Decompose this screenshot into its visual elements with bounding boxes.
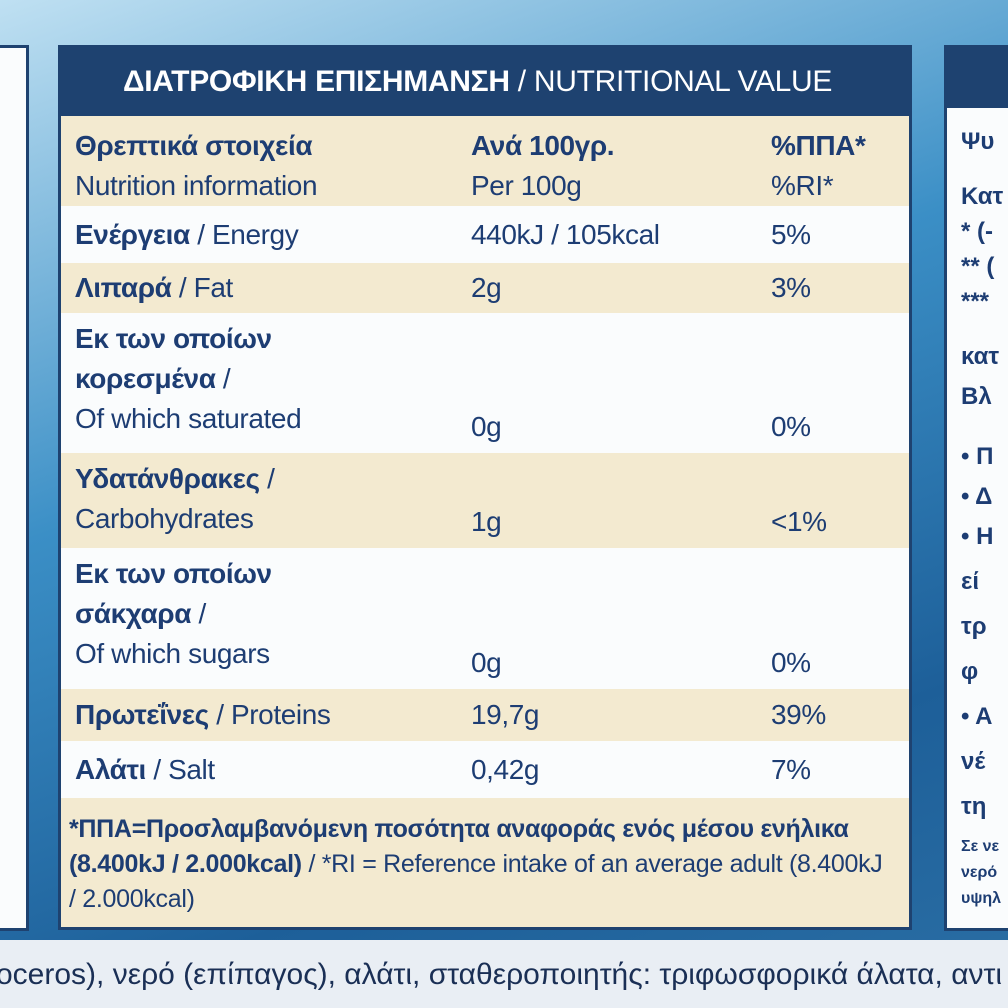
head-ri-greek: %ΠΠΑ*	[771, 130, 866, 161]
nutrient-greek: Λιπαρά	[75, 272, 172, 303]
head-per100-greek: Ανά 100γρ.	[471, 130, 615, 161]
per100-value: 1g	[471, 506, 502, 537]
ri-value: 0%	[771, 411, 811, 442]
ri-value: 5%	[771, 219, 811, 250]
footnote: *ΠΠΑ=Προσλαμβανόμενη ποσότητα αναφοράς ε…	[61, 798, 909, 927]
right-panel-line: Βλ	[961, 383, 992, 410]
table-row: Υδατάνθρακες / Carbohydrates 1g <1%	[61, 453, 909, 548]
right-panel-line: ** (	[961, 253, 995, 280]
nutrient-cell: Λιπαρά / Fat	[75, 263, 455, 313]
footnote-english: / *RI = Reference intake of an average a…	[69, 850, 883, 913]
nutrient-english: / Fat	[178, 272, 233, 303]
nutrient-english: Carbohydrates	[75, 503, 254, 534]
per100-value: 0,42g	[471, 754, 540, 785]
nutrient-english: / Salt	[153, 754, 215, 785]
header-english: / NUTRITIONAL VALUE	[517, 65, 833, 98]
header-greek: ΔΙΑΤΡΟΦΙΚΗ ΕΠΙΣΗΜΑΝΣΗ	[123, 65, 510, 98]
table-row: Αλάτι / Salt 0,42g 7%	[61, 741, 909, 798]
table-row: Ενέργεια / Energy 440kJ / 105kcal 5%	[61, 206, 909, 263]
right-panel-line: τρ	[961, 613, 987, 640]
nutrient-greek: Αλάτι	[75, 754, 146, 785]
per100-value: 19,7g	[471, 699, 540, 730]
right-panel-header	[947, 48, 1008, 108]
right-panel-line: • Δ	[961, 483, 993, 510]
nutrient-english: / Energy	[197, 219, 299, 250]
ingredients-text: oceros), νερό (επίπαγος), αλάτι, σταθερο…	[0, 958, 1003, 991]
nutrient-greek: Εκ των οποίων κορεσμένα	[75, 323, 272, 394]
right-panel-line: Κατ	[961, 183, 1004, 210]
ri-value: 39%	[771, 699, 826, 730]
head-per100-english: Per 100g	[471, 170, 582, 201]
right-panel-line: • Α	[961, 703, 993, 730]
right-panel-line: τη	[961, 793, 987, 820]
right-panel-small: νερό	[961, 864, 998, 881]
label-header: ΔΙΑΤΡΟΦΙΚΗ ΕΠΙΣΗΜΑΝΣΗ / NUTRITIONAL VALU…	[61, 48, 909, 116]
nutrient-cell: Ενέργεια / Energy	[75, 206, 455, 263]
right-panel-line: φ	[961, 658, 979, 685]
nutrient-english: / Proteins	[216, 699, 331, 730]
table-head: Θρεπτικά στοιχεία Nutrition information Α…	[61, 116, 909, 206]
right-panel-line: Ψυ	[961, 128, 995, 155]
bottom-band	[0, 940, 1008, 1008]
table-row: Εκ των οποίων σάκχαρα / Of which sugars 0g…	[61, 548, 909, 689]
nutrient-english: Of which saturated	[75, 403, 302, 434]
head-english: Nutrition information	[75, 170, 318, 201]
separator: /	[198, 598, 206, 629]
ri-value: 3%	[771, 272, 811, 303]
right-panel-small: Σε νε	[961, 838, 1000, 855]
right-panel-line: * (-	[961, 218, 993, 245]
nutrient-cell: Αλάτι / Salt	[75, 741, 455, 798]
footnote-greek: *ΠΠΑ=Προσλαμβανόμενη ποσότητα αναφοράς ε…	[69, 815, 849, 878]
nutrient-english: Of which sugars	[75, 638, 270, 669]
ri-value: <1%	[771, 506, 827, 537]
right-panel-line: κατ	[961, 343, 1000, 370]
nutrient-cell: Υδατάνθρακες / Carbohydrates	[75, 459, 375, 539]
separator: /	[222, 363, 231, 394]
ri-value: 0%	[771, 647, 811, 678]
ri-value: 7%	[771, 754, 811, 785]
head-ri-english: %RI*	[771, 170, 834, 201]
nutrition-label: ΔΙΑΤΡΟΦΙΚΗ ΕΠΙΣΗΜΑΝΣΗ / NUTRITIONAL VALU…	[58, 45, 912, 930]
nutrient-cell: Εκ των οποίων κορεσμένα / Of which satura…	[75, 319, 375, 439]
nutrient-cell: Εκ των οποίων σάκχαρα / Of which sugars	[75, 554, 375, 674]
right-panel-line: ***	[961, 288, 990, 315]
table-row: Πρωτεΐνες / Proteins 19,7g 39%	[61, 689, 909, 741]
right-panel-small: υψηλ	[961, 890, 1002, 907]
right-panel-line: εί	[961, 568, 980, 595]
separator: /	[267, 463, 275, 494]
per100-value: 440kJ / 105kcal	[471, 219, 660, 250]
right-panel: Ψυ Κατ * (- ** ( *** κατ Βλ • Π • Δ • Η εί τρ φ • Α νέ…	[944, 45, 1008, 931]
right-panel-line: • Π	[961, 443, 994, 470]
right-panel-line: • Η	[961, 523, 994, 550]
table-row: Λιπαρά / Fat 2g 3%	[61, 263, 909, 313]
nutrient-greek: Εκ των οποίων σάκχαρα	[75, 558, 272, 629]
right-panel-line: νέ	[961, 748, 986, 775]
per100-value: 2g	[471, 272, 502, 303]
nutrient-greek: Υδατάνθρακες	[75, 463, 260, 494]
head-greek: Θρεπτικά στοιχεία	[75, 130, 313, 161]
per100-value: 0g	[471, 647, 502, 678]
nutrient-greek: Πρωτεΐνες	[75, 699, 209, 730]
nutrient-greek: Ενέργεια	[75, 219, 190, 250]
left-panel	[0, 45, 29, 931]
per100-value: 0g	[471, 411, 502, 442]
table-row: Εκ των οποίων κορεσμένα / Of which satura…	[61, 313, 909, 453]
nutrient-cell: Πρωτεΐνες / Proteins	[75, 689, 455, 741]
